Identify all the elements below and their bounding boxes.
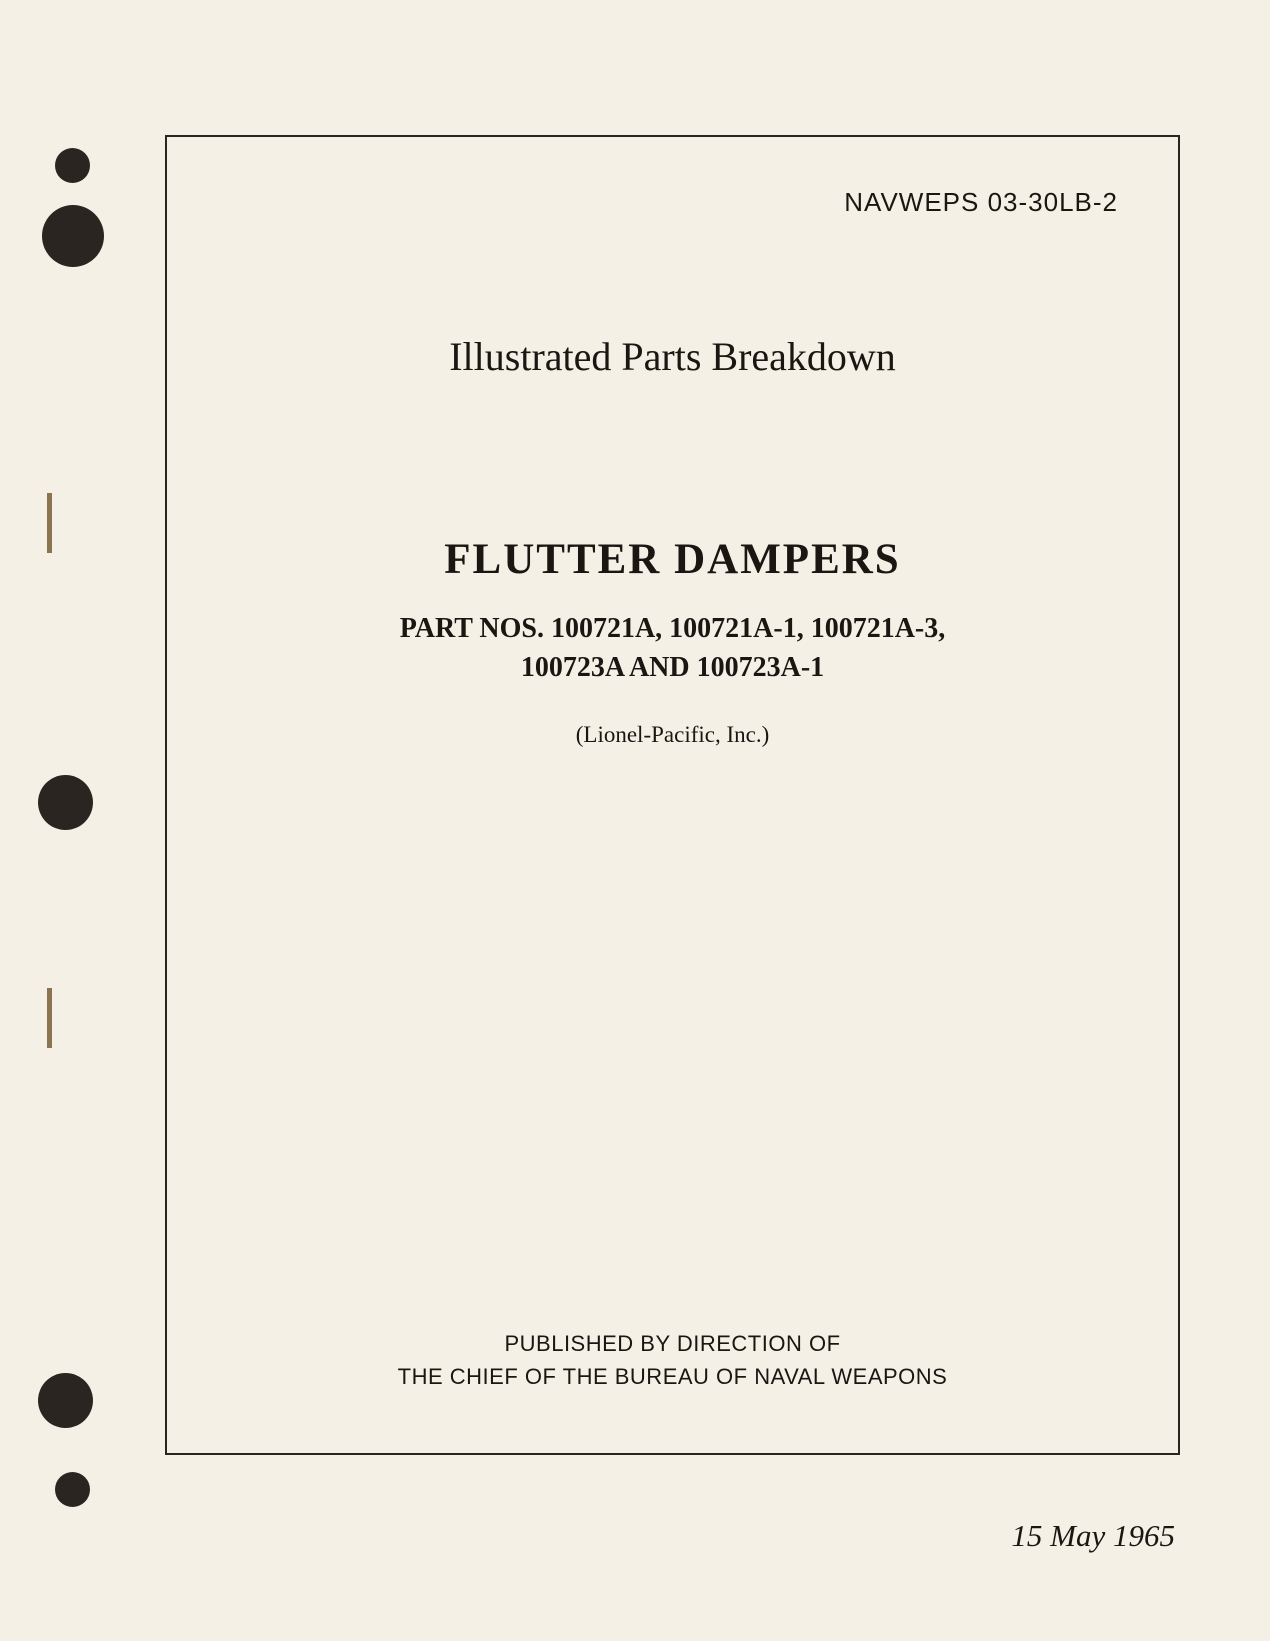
document-type: Illustrated Parts Breakdown: [227, 333, 1118, 380]
part-numbers-line: PART NOS. 100721A, 100721A-1, 100721A-3,: [227, 609, 1118, 648]
document-page: NAVWEPS 03-30LB-2 Illustrated Parts Brea…: [0, 0, 1270, 1641]
publisher-info: PUBLISHED BY DIRECTION OF THE CHIEF OF T…: [167, 1327, 1178, 1393]
document-number: NAVWEPS 03-30LB-2: [227, 187, 1118, 218]
main-title: FLUTTER DAMPERS: [227, 535, 1118, 584]
publication-date: 15 May 1965: [1011, 1518, 1175, 1554]
punch-hole: [42, 205, 104, 267]
punch-hole: [55, 148, 90, 183]
content-frame: NAVWEPS 03-30LB-2 Illustrated Parts Brea…: [165, 135, 1180, 1455]
punch-hole: [55, 1472, 90, 1507]
manufacturer: (Lionel-Pacific, Inc.): [227, 722, 1118, 748]
punch-hole: [38, 1373, 93, 1428]
part-numbers-line: 100723A AND 100723A-1: [227, 648, 1118, 687]
part-numbers: PART NOS. 100721A, 100721A-1, 100721A-3,…: [227, 609, 1118, 687]
staple-mark: [47, 988, 52, 1048]
punch-hole: [38, 775, 93, 830]
publisher-line: THE CHIEF OF THE BUREAU OF NAVAL WEAPONS: [167, 1360, 1178, 1393]
publisher-line: PUBLISHED BY DIRECTION OF: [167, 1327, 1178, 1360]
staple-mark: [47, 493, 52, 553]
